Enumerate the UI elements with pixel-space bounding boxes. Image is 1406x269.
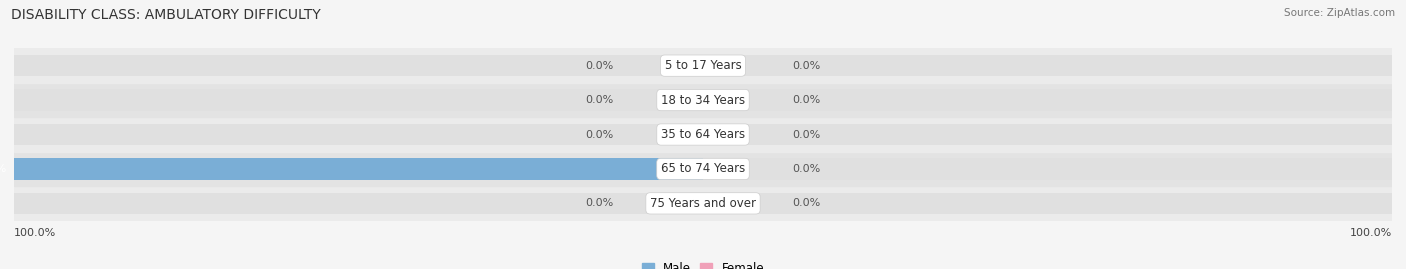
Text: 0.0%: 0.0% [793, 95, 821, 105]
Bar [703, 158, 1392, 180]
Bar [14, 55, 703, 76]
Bar [14, 48, 1392, 83]
Bar [14, 117, 1392, 152]
Text: 100.0%: 100.0% [14, 228, 56, 238]
Text: 5 to 17 Years: 5 to 17 Years [665, 59, 741, 72]
Text: 0.0%: 0.0% [793, 198, 821, 208]
Text: 0.0%: 0.0% [585, 95, 613, 105]
Text: 0.0%: 0.0% [585, 198, 613, 208]
Bar [14, 89, 703, 111]
Bar [14, 158, 703, 180]
Text: 35 to 64 Years: 35 to 64 Years [661, 128, 745, 141]
Text: Source: ZipAtlas.com: Source: ZipAtlas.com [1284, 8, 1395, 18]
Text: 0.0%: 0.0% [793, 61, 821, 71]
Text: DISABILITY CLASS: AMBULATORY DIFFICULTY: DISABILITY CLASS: AMBULATORY DIFFICULTY [11, 8, 321, 22]
Text: 18 to 34 Years: 18 to 34 Years [661, 94, 745, 107]
Bar [703, 89, 1392, 111]
Text: 75 Years and over: 75 Years and over [650, 197, 756, 210]
Text: 0.0%: 0.0% [585, 129, 613, 140]
Legend: Male, Female: Male, Female [637, 258, 769, 269]
Text: 100.0%: 100.0% [1350, 228, 1392, 238]
Text: 0.0%: 0.0% [793, 129, 821, 140]
Bar [14, 83, 1392, 117]
Bar [703, 193, 1392, 214]
Text: 0.0%: 0.0% [585, 61, 613, 71]
Bar [14, 124, 703, 145]
Bar [703, 55, 1392, 76]
Text: 100.0%: 100.0% [0, 164, 7, 174]
Bar [14, 152, 1392, 186]
Bar [703, 124, 1392, 145]
Bar [14, 186, 1392, 221]
Bar [14, 158, 703, 180]
Bar [14, 193, 703, 214]
Text: 65 to 74 Years: 65 to 74 Years [661, 162, 745, 175]
Text: 0.0%: 0.0% [793, 164, 821, 174]
